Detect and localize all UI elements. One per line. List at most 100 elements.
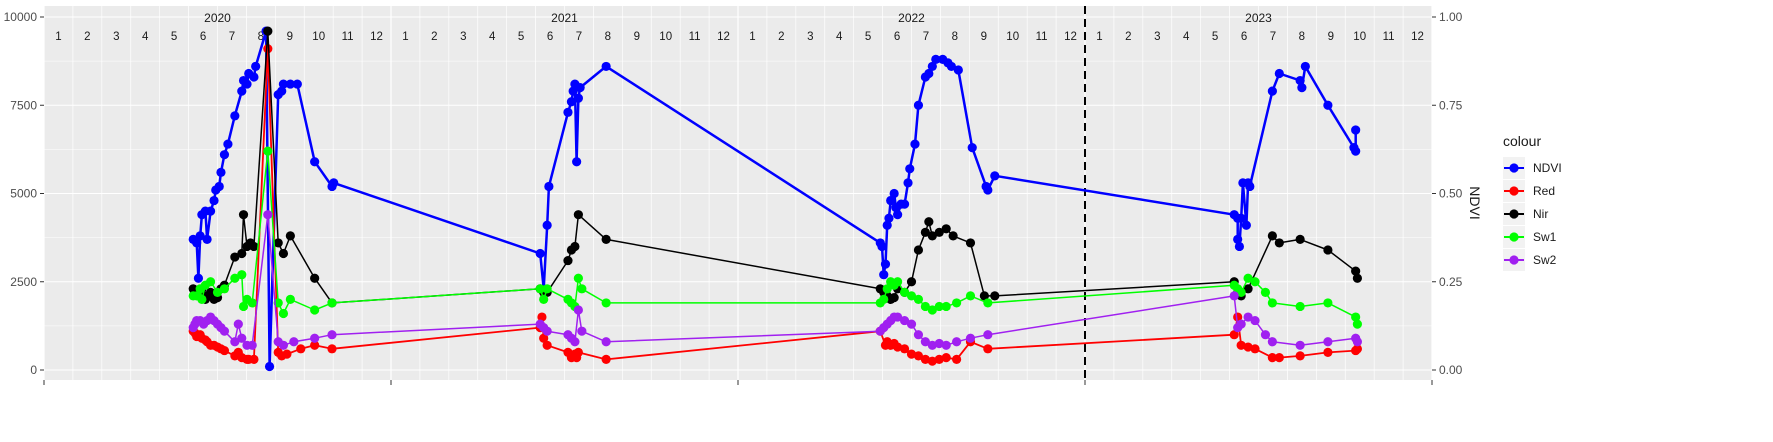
data-point [193, 273, 204, 283]
data-point [952, 298, 962, 308]
data-point [1243, 312, 1253, 322]
data-point [1323, 298, 1333, 308]
data-point [197, 294, 207, 304]
legend-item-sw2: Sw2 [1503, 249, 1557, 271]
data-point [601, 234, 611, 244]
data-point [910, 139, 920, 149]
y2-tick-label: 1.00 [1439, 10, 1463, 24]
legend-key-point [1509, 209, 1519, 219]
data-point [573, 210, 583, 220]
data-point [1236, 287, 1246, 297]
data-point [990, 291, 1000, 301]
data-point [965, 291, 976, 301]
data-point [983, 344, 993, 354]
month-label: 7 [229, 31, 235, 43]
month-label: 8 [952, 31, 958, 43]
month-label: 4 [142, 31, 149, 43]
data-point [889, 188, 899, 199]
data-point [1274, 68, 1284, 79]
data-point [1267, 337, 1277, 347]
legend: colour NDVI Red Nir Sw1 Sw2 [1503, 133, 1562, 271]
data-point [238, 210, 249, 220]
month-label: 10 [659, 31, 672, 43]
y-tick-label: 5000 [10, 187, 37, 201]
data-point [906, 319, 917, 329]
data-point [577, 284, 587, 294]
data-point [920, 337, 930, 347]
data-point [230, 337, 240, 347]
data-point [542, 284, 552, 294]
data-point [941, 340, 951, 350]
month-label: 9 [287, 31, 293, 43]
y2-tick-label: 0.00 [1439, 363, 1463, 377]
y-tick-label: 2500 [10, 275, 37, 289]
month-label: 2 [431, 31, 437, 43]
data-point [913, 245, 924, 255]
data-point [1260, 330, 1271, 340]
legend-item-ndvi: NDVI [1503, 157, 1562, 179]
data-point [913, 351, 924, 361]
data-point [906, 349, 917, 359]
month-label: 7 [1270, 31, 1276, 43]
y-tick-label: 10000 [4, 10, 38, 24]
data-point [566, 97, 577, 107]
data-point [310, 333, 320, 343]
month-label: 8 [258, 31, 264, 43]
month-label: 9 [1328, 31, 1334, 43]
legend-key-point [1509, 186, 1519, 196]
data-point [285, 231, 295, 241]
year-labels: 2020 2021 2022 2023 [204, 11, 1272, 25]
data-point [278, 79, 289, 89]
data-point [282, 349, 292, 359]
data-point [285, 79, 295, 89]
data-point [941, 301, 951, 312]
legend-label: NDVI [1533, 161, 1562, 175]
month-label: 1 [1096, 31, 1102, 43]
data-point [216, 167, 226, 177]
data-point [882, 284, 892, 294]
data-point [1229, 330, 1239, 340]
data-point [905, 164, 915, 174]
month-label: 11 [1383, 31, 1395, 43]
y2-tick-label: 0.50 [1439, 187, 1463, 201]
month-label: 12 [370, 31, 383, 43]
data-point [563, 107, 573, 117]
data-point [1243, 284, 1253, 294]
data-point [195, 231, 205, 241]
data-point [278, 340, 289, 350]
data-point [1250, 315, 1260, 326]
data-point [209, 195, 219, 206]
data-point [899, 315, 910, 326]
data-point [886, 195, 896, 206]
data-point [1250, 277, 1260, 287]
data-point [927, 356, 937, 366]
data-point [573, 273, 583, 283]
series-ndvi [188, 26, 1361, 372]
data-point [537, 312, 547, 322]
data-point [979, 291, 989, 301]
data-point [941, 353, 951, 363]
data-point [219, 284, 230, 294]
month-label: 1 [55, 31, 61, 43]
data-point [1267, 298, 1277, 308]
data-point [927, 340, 937, 350]
data-point [230, 273, 240, 283]
series-red [188, 44, 1362, 366]
data-point [263, 26, 273, 36]
data-point [237, 270, 247, 280]
month-label: 10 [1006, 31, 1019, 43]
data-point [247, 298, 257, 308]
year-label: 2023 [1245, 11, 1272, 25]
data-point [879, 294, 889, 304]
data-point [913, 100, 924, 110]
month-label: 8 [1299, 31, 1305, 43]
data-point [965, 333, 976, 343]
month-label: 3 [807, 31, 813, 43]
data-point [1260, 287, 1271, 297]
data-point [233, 319, 243, 329]
legend-title: colour [1503, 133, 1541, 149]
data-point [941, 224, 951, 234]
data-point [1233, 234, 1243, 244]
left-axis: 0 2500 5000 7500 10000 [4, 10, 44, 377]
